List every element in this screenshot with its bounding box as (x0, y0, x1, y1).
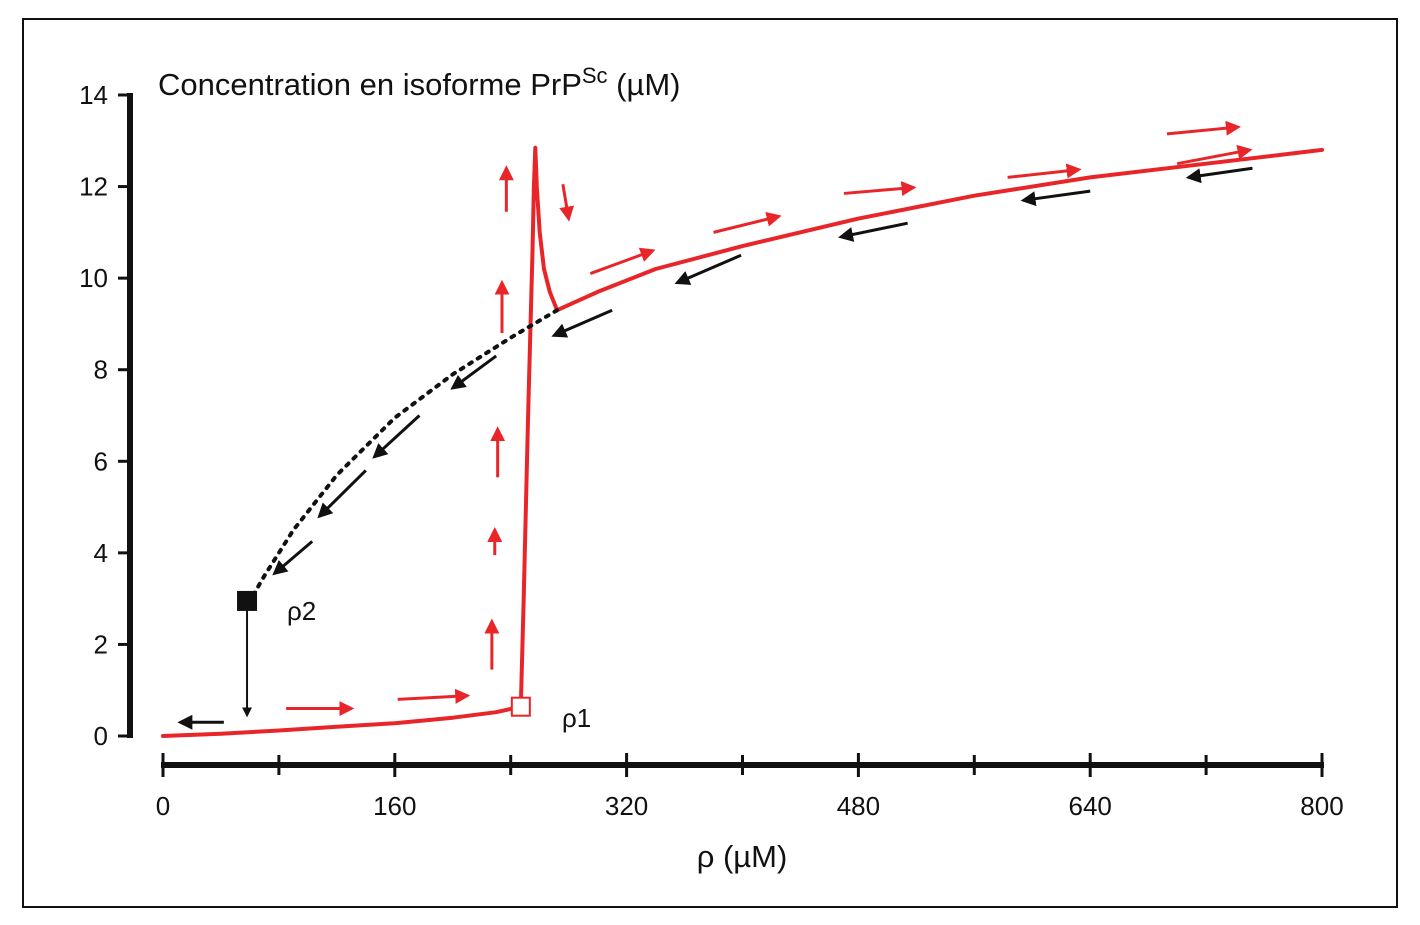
black-direction-arrow (372, 414, 421, 459)
marker-group (237, 590, 531, 717)
black-direction-arrow (272, 540, 314, 576)
x-tick-label: 320 (605, 791, 648, 821)
y-tick-label: 6 (94, 446, 108, 476)
x-tick-label: 480 (837, 791, 880, 821)
series-lower-stable-branch (161, 704, 523, 738)
y-tick-label: 14 (79, 80, 108, 110)
red-direction-arrow (397, 688, 471, 704)
x-tick-label: 160 (373, 791, 416, 821)
rho2-label: ρ2 (287, 596, 316, 626)
black-direction-arrow (1185, 166, 1253, 184)
red-direction-arrow (589, 247, 656, 275)
series-jump-up (518, 145, 560, 709)
red-direction-arrow (559, 184, 575, 222)
red-direction-arrow (1007, 163, 1082, 179)
y-axis-title-superscript: Sc (582, 63, 608, 88)
tick-labels: 0 2 4 6 8 10 12 14 0 160 320 480 640 800 (79, 80, 1344, 821)
rho2-marker (237, 590, 258, 611)
black-direction-arrow (450, 354, 498, 390)
y-tick-label: 12 (79, 172, 108, 202)
y-tick-label: 2 (94, 629, 108, 659)
black-direction-arrow (674, 253, 742, 285)
arrow-annotations (177, 120, 1253, 730)
x-axis-title: ρ (µM) (697, 839, 788, 874)
rho1-label: ρ1 (562, 703, 591, 733)
axes (118, 93, 1324, 777)
y-axis-title-main: Concentration en isoforme PrP (158, 67, 582, 102)
series-upper-stable-branch (555, 147, 1324, 313)
y-tick-label: 4 (94, 538, 108, 568)
y-axis-title: Concentration en isoforme PrPSc (µM) (158, 63, 681, 102)
red-direction-arrow (843, 181, 917, 196)
rho1-marker (510, 696, 531, 717)
series-group (161, 145, 1324, 738)
black-direction-arrow (838, 221, 908, 242)
black-direction-arrow (1020, 189, 1091, 207)
series-unstable-return-path (247, 308, 560, 603)
x-tick-label: 640 (1069, 791, 1112, 821)
y-tick-label: 0 (94, 721, 108, 751)
black-direction-arrow (551, 308, 613, 338)
y-axis-title-unit: (µM) (608, 67, 681, 102)
red-direction-arrow (1176, 144, 1253, 166)
y-tick-label: 8 (94, 355, 108, 385)
x-tick-label: 0 (156, 791, 170, 821)
red-direction-arrow (1166, 120, 1241, 136)
x-tick-label: 800 (1300, 791, 1343, 821)
y-tick-label: 10 (79, 263, 108, 293)
red-direction-arrow (713, 211, 782, 234)
black-direction-arrow (317, 469, 367, 519)
